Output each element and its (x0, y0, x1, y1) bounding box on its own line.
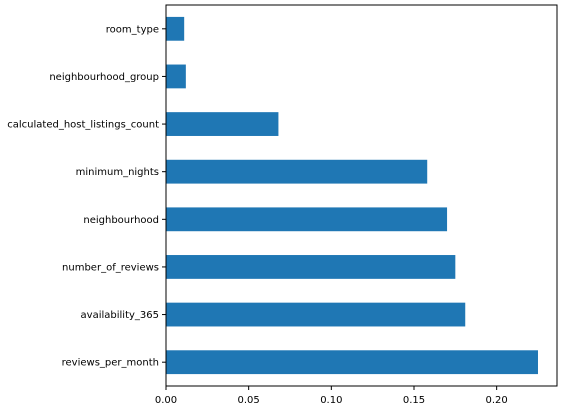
category-label: room_type (106, 24, 159, 35)
category-label: availability_365 (81, 310, 159, 321)
bar-calculated-host-listings-count (166, 112, 279, 136)
category-label: minimum_nights (76, 167, 159, 178)
category-label: neighbourhood (83, 215, 159, 226)
bar-room-type (166, 16, 185, 41)
x-axis-ticks: 0.00 0.05 0.10 0.15 0.20 (155, 386, 508, 406)
category-label: calculated_host_listings_count (7, 120, 159, 131)
category-label: reviews_per_month (62, 358, 159, 369)
x-tick-label: 0.10 (320, 395, 342, 406)
plot-frame (165, 4, 558, 387)
category-label: neighbourhood_group (49, 72, 159, 83)
category-labels: room_type neighbourhood_group calculated_h… (7, 24, 166, 369)
x-tick-label: 0.15 (403, 395, 425, 406)
bar-neighbourhood (166, 207, 448, 232)
x-tick-label: 0.05 (238, 395, 260, 406)
bar-reviews-per-month (166, 350, 538, 375)
x-tick-label: 0.20 (486, 395, 508, 406)
bar-availability-365 (166, 302, 466, 327)
x-tick-label: 0.00 (155, 395, 177, 406)
category-label: number_of_reviews (62, 262, 159, 273)
bar-number-of-reviews (166, 255, 456, 279)
bar-neighbourhood-group (166, 64, 186, 89)
bars-group (166, 16, 538, 375)
bar-minimum-nights (166, 159, 428, 184)
